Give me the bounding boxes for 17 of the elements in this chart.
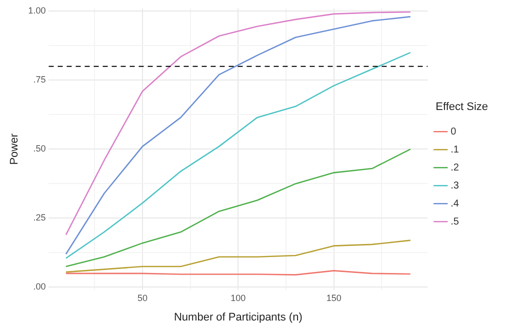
x-tick-label: 50	[137, 292, 148, 303]
y-tick-label: .25	[33, 212, 46, 223]
legend-label: 0	[450, 126, 457, 138]
x-tick-label: 100	[230, 292, 246, 303]
legend-label: .1	[450, 144, 460, 156]
y-tick-label: .00	[33, 282, 46, 292]
y-tick-label: .50	[33, 144, 46, 154]
legend-label: .2	[450, 162, 460, 174]
legend-title: Effect Size	[436, 100, 488, 113]
y-axis-title: Power	[8, 133, 21, 165]
x-axis-title: Number of Participants (n)	[174, 311, 302, 324]
y-tick-label: .75	[33, 74, 46, 85]
y-tick-label: 1.00	[28, 6, 46, 16]
legend-label: .3	[450, 180, 460, 192]
legend-label: .4	[450, 198, 460, 210]
legend-label: .5	[450, 216, 460, 228]
x-tick-label: 150	[326, 292, 342, 303]
